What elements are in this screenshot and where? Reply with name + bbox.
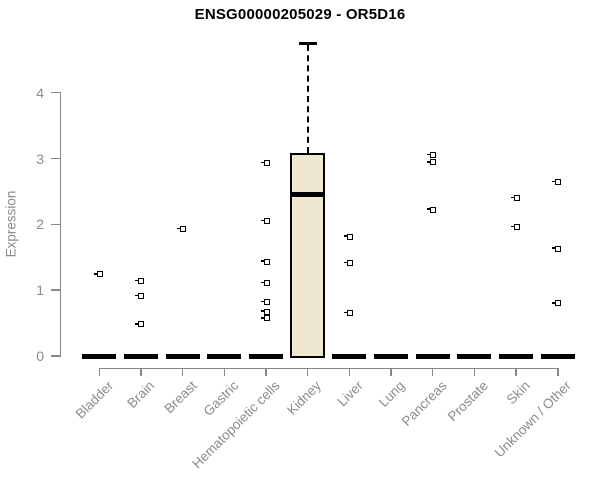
y-axis-tick (50, 157, 60, 160)
outlier-point (135, 321, 145, 328)
x-axis-label-unknown-other: Unknown / Other (492, 378, 575, 461)
median-line (290, 192, 326, 198)
collapsed-box-bladder (82, 353, 117, 359)
outlier-point (552, 300, 562, 307)
outlier-point (510, 195, 520, 201)
collapsed-box-breast (165, 353, 200, 359)
y-axis-line (59, 92, 61, 357)
collapsed-box-pancreas (415, 353, 450, 359)
x-axis-label-kidney: Kidney (284, 378, 325, 418)
outlier-point (343, 310, 353, 317)
outlier-point (135, 293, 145, 300)
outlier-point (260, 315, 270, 322)
y-axis-tick-label: 1 (36, 282, 44, 299)
outlier-point (427, 152, 437, 159)
x-axis-label-liver: Liver (334, 378, 366, 410)
y-axis-tick (50, 355, 60, 357)
outlier-point (93, 271, 103, 278)
collapsed-box-prostate (457, 353, 492, 359)
outlier-point (552, 245, 562, 252)
chart-title: ENSG00000205029 - OR5D16 (194, 6, 406, 23)
y-axis-tick-label: 0 (36, 348, 44, 364)
collapsed-box-liver (332, 353, 367, 359)
x-axis-label-bladder: Bladder (72, 378, 116, 422)
x-axis-tick (98, 369, 101, 376)
x-axis-label-gastric: Gastric (200, 378, 241, 419)
outlier-point (427, 159, 437, 166)
x-axis-tick (181, 369, 184, 376)
x-axis-label-lung: Lung (375, 378, 408, 410)
outlier-point (427, 206, 437, 213)
x-axis-tick (306, 369, 309, 376)
y-axis-tick (50, 223, 60, 226)
outlier-point (552, 179, 562, 186)
outlier-point (343, 260, 353, 267)
outlier-point (343, 233, 353, 240)
outlier-point (177, 225, 187, 232)
x-axis-tick (390, 369, 392, 376)
x-axis-label-prostate: Prostate (444, 378, 492, 425)
outlier-point (260, 258, 270, 265)
whisker-cap (298, 41, 317, 45)
outlier-point (260, 160, 270, 167)
outlier-point (135, 277, 145, 284)
outlier-point (260, 218, 270, 225)
collapsed-box-gastric (207, 353, 242, 359)
x-axis-tick (223, 369, 226, 376)
collapsed-box-lung (374, 353, 409, 359)
y-axis-tick (50, 289, 60, 291)
x-axis-tick (431, 369, 434, 376)
x-axis-tick (515, 369, 517, 376)
outlier-point (260, 308, 270, 315)
x-axis-label-brain: Brain (124, 378, 158, 411)
x-axis-tick (140, 369, 142, 376)
x-axis-tick (265, 369, 267, 376)
outlier-point (260, 299, 270, 306)
collapsed-box-unknown-other (540, 353, 575, 359)
x-axis-tick (348, 369, 351, 376)
y-axis-tick-label: 2 (36, 216, 44, 233)
collapsed-box-skin (499, 353, 534, 359)
x-axis-tick (473, 369, 476, 376)
x-axis-label-skin: Skin (503, 378, 533, 408)
box-kidney (290, 153, 326, 358)
outlier-point (510, 223, 520, 230)
x-axis-tick (557, 369, 559, 376)
collapsed-box-hematopoietic-cells (249, 353, 284, 359)
y-axis-tick-label: 3 (36, 150, 44, 167)
y-axis-title: Expression (3, 190, 19, 258)
y-axis-tick-label: 4 (36, 84, 44, 101)
upper-whisker (306, 44, 309, 154)
outlier-point (260, 279, 270, 286)
collapsed-box-brain (123, 353, 158, 359)
y-axis-tick (50, 91, 60, 94)
x-axis-label-pancreas: Pancreas (398, 378, 450, 429)
x-axis-line (98, 367, 559, 369)
x-axis-label-breast: Breast (161, 378, 200, 417)
